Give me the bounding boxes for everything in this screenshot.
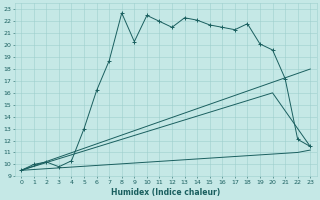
X-axis label: Humidex (Indice chaleur): Humidex (Indice chaleur): [111, 188, 220, 197]
